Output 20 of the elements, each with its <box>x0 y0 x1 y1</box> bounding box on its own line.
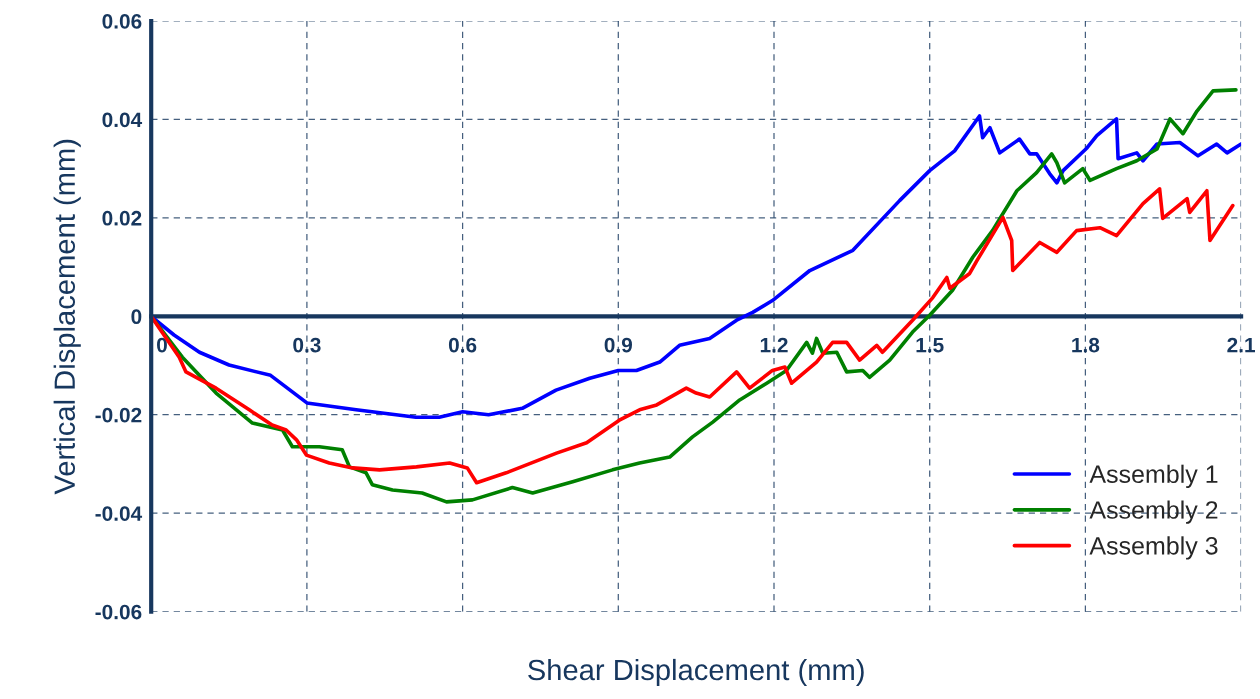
x-tick-label: 0.6 <box>448 337 477 353</box>
y-tick-label: -0.02 <box>95 407 142 423</box>
y-tick-label: 0 <box>131 309 142 325</box>
x-tick-label: 1.5 <box>916 337 944 353</box>
x-tick-label: 1.2 <box>760 337 788 353</box>
x-tick-label: 1.8 <box>1072 337 1100 353</box>
legend-label: Assembly 1 <box>1089 464 1218 488</box>
y-tick-label: 0.02 <box>102 210 142 226</box>
x-tick-label: 0.9 <box>604 337 633 353</box>
y-tick-label: -0.06 <box>95 604 142 620</box>
x-axis-title: Shear Displacement (mm) <box>528 658 864 687</box>
x-tick-label: 0 <box>157 337 167 353</box>
y-tick-label: 0.04 <box>102 112 143 128</box>
y-tick-label: 0.06 <box>102 13 142 29</box>
x-tick-label: 2.1 <box>1227 337 1255 353</box>
x-tick-label: 0.3 <box>293 337 321 353</box>
y-tick-label: -0.04 <box>95 506 143 521</box>
y-axis-title: Vertical Displacement (mm) <box>53 139 81 495</box>
legend-label: Assembly 2 <box>1089 500 1218 524</box>
legend-label: Assembly 3 <box>1089 536 1218 560</box>
